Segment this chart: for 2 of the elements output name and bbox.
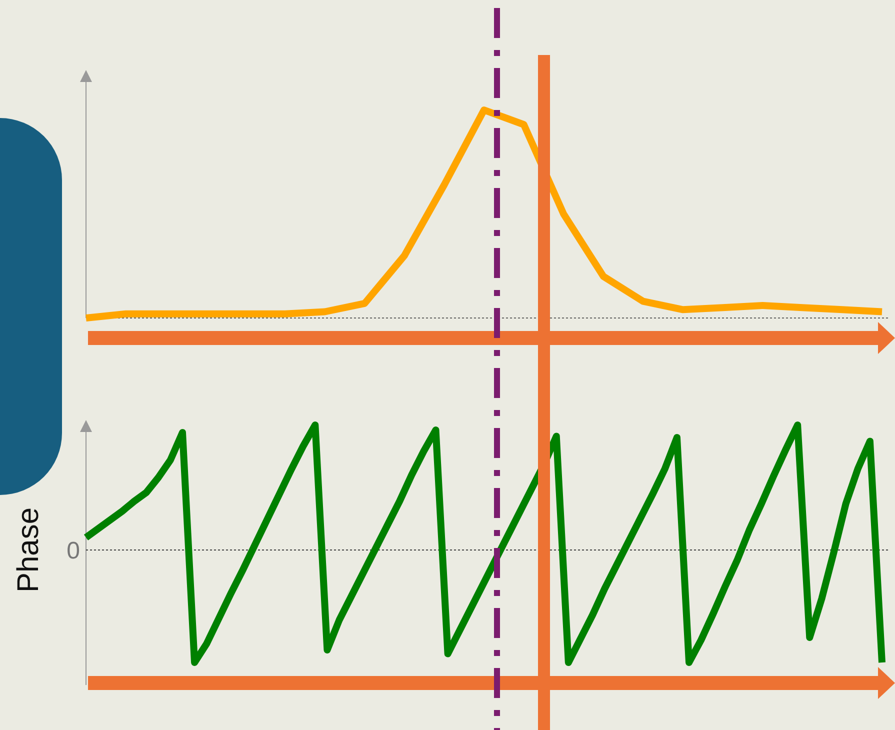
y-axis-title: Phase [12,507,45,593]
ref-line-label: 0 [66,537,80,564]
